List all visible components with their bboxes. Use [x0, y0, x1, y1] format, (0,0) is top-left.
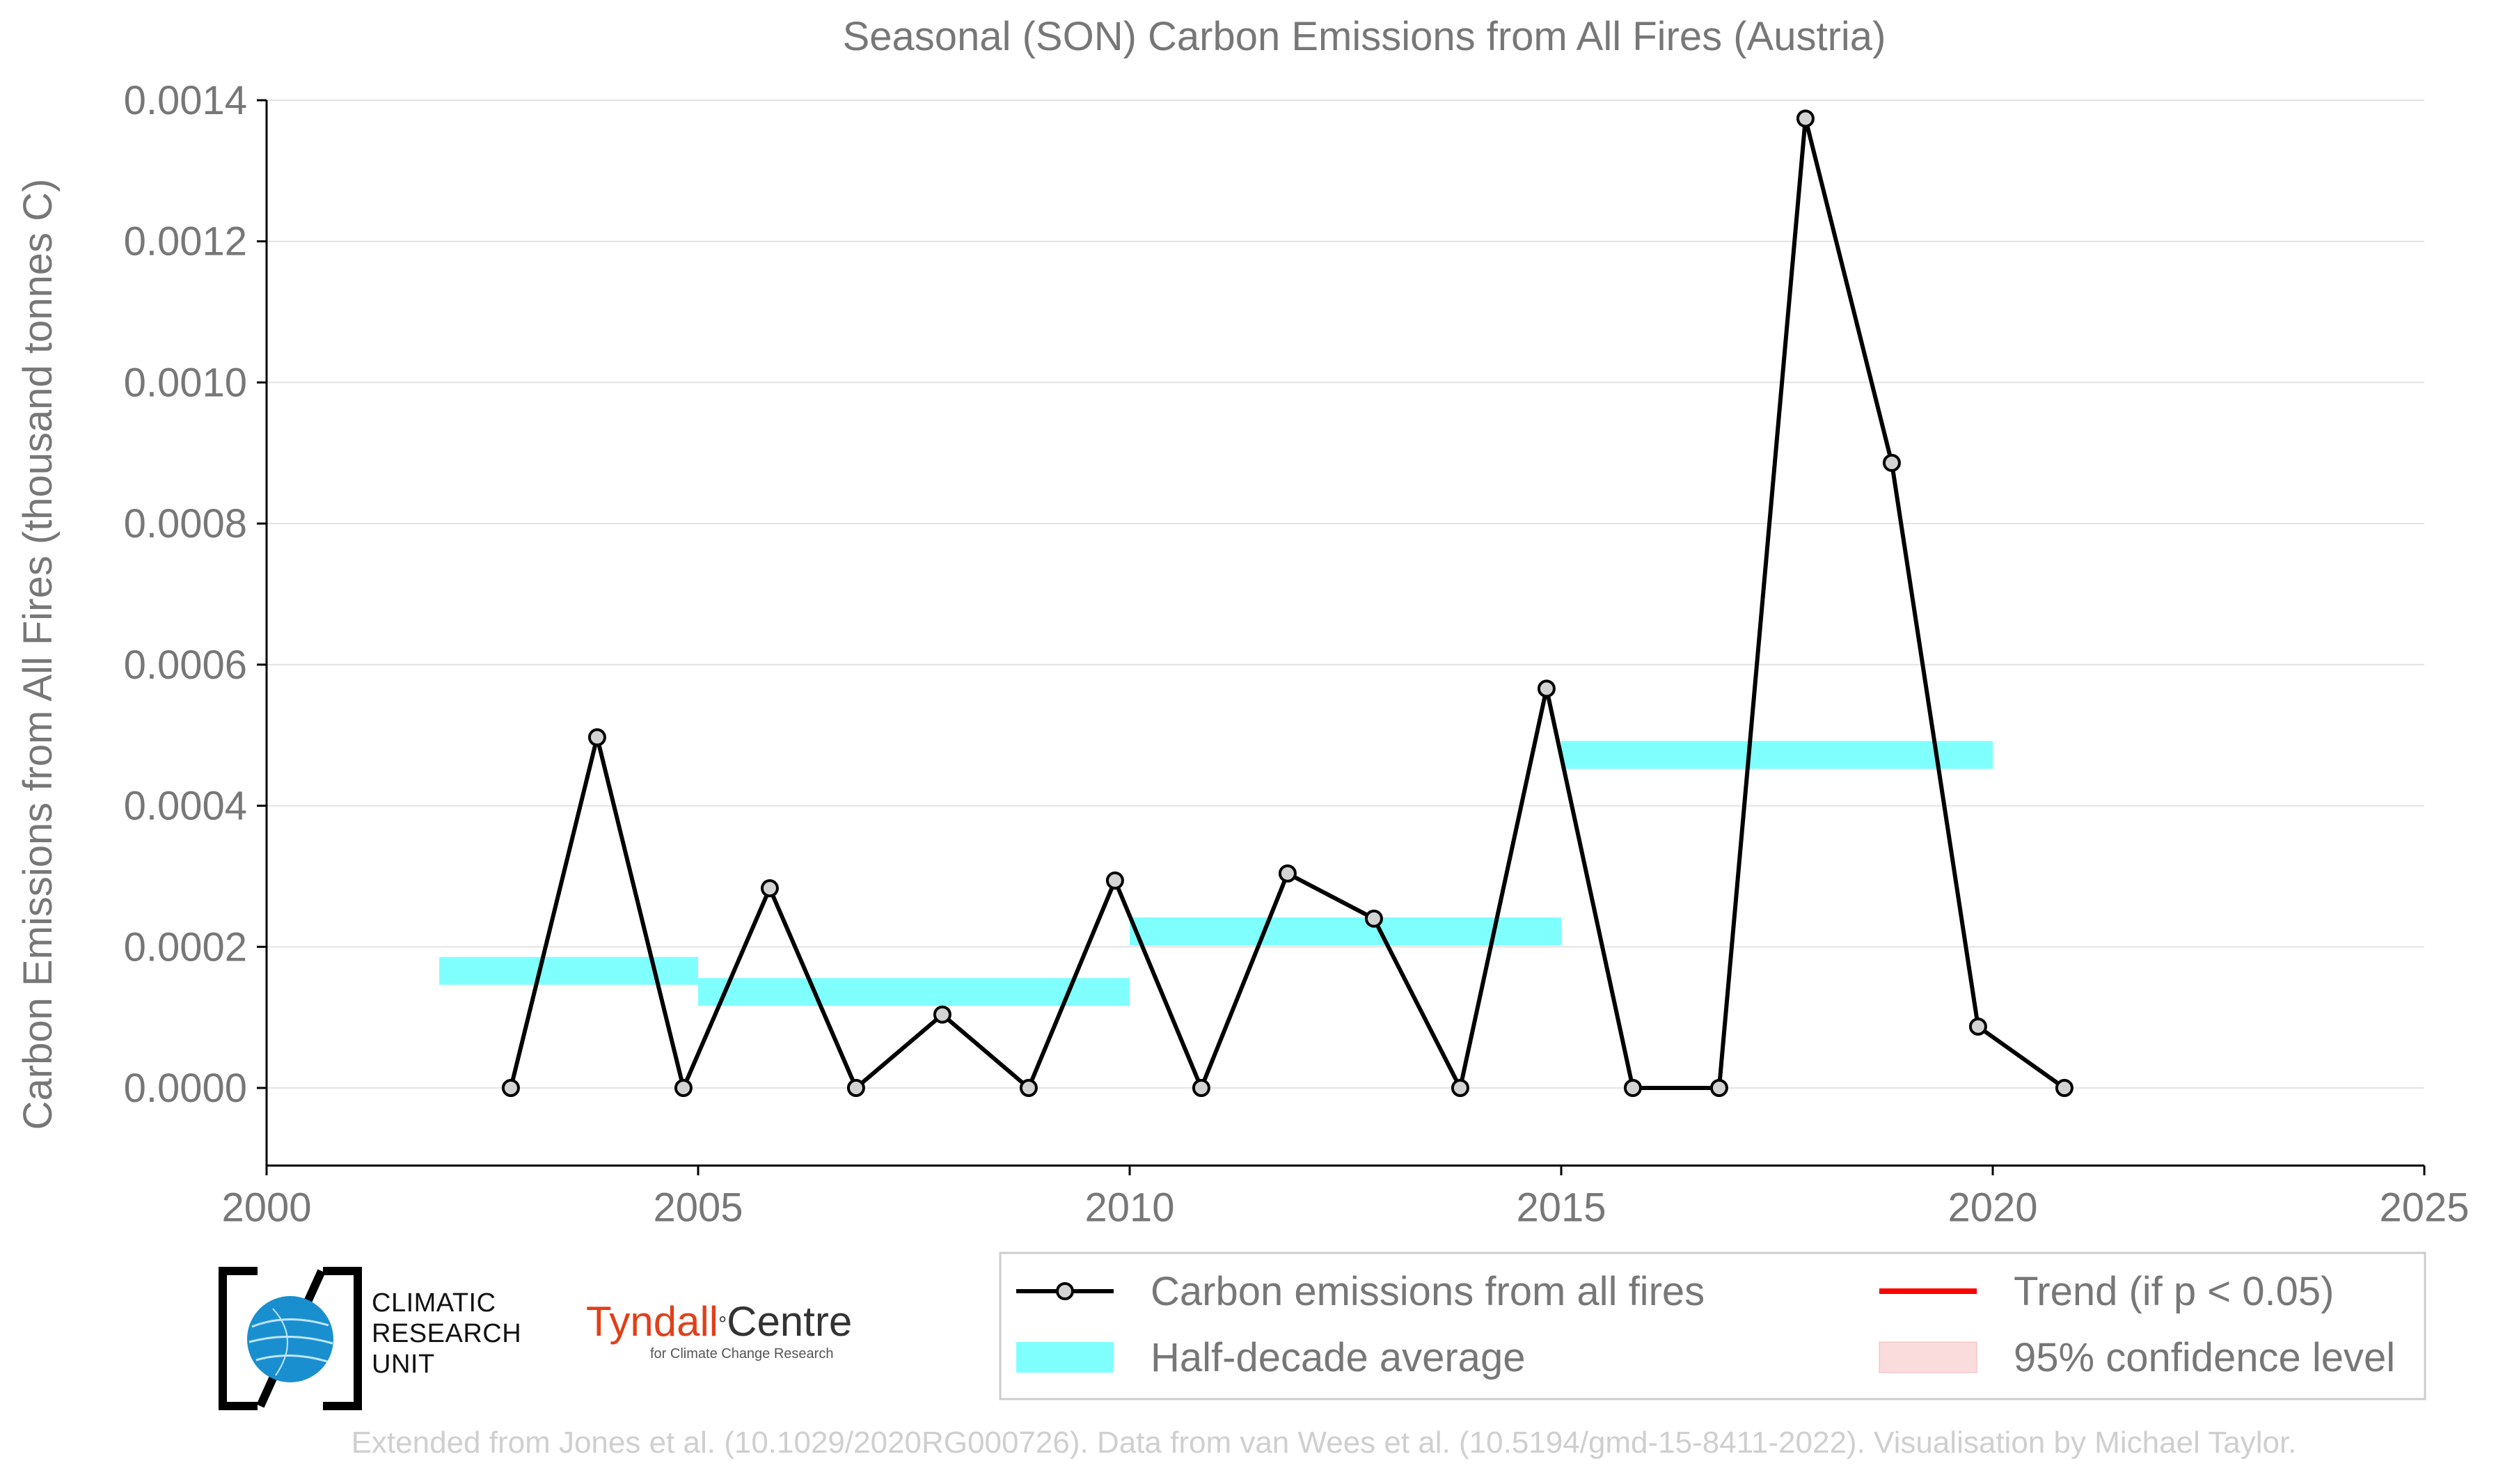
data-point-10	[1364, 909, 1383, 928]
legend-swatch-2	[1016, 1342, 1114, 1373]
data-point-15	[1796, 109, 1815, 128]
credit-line: Extended from Jones et al. (10.1029/2020…	[351, 1426, 2297, 1460]
cru-logo-text: CLIMATIC RESEARCH UNIT	[372, 1288, 521, 1380]
y-tick-label-2: 0.0004	[124, 784, 247, 829]
y-tick-label-6: 0.0012	[124, 219, 247, 265]
data-point-3	[760, 879, 779, 898]
data-point-8	[1192, 1079, 1210, 1097]
tyndall-degree: °	[718, 1313, 727, 1336]
y-tick-label-7: 0.0014	[124, 78, 247, 123]
tyndall-subtitle: for Climate Change Research	[650, 1346, 834, 1361]
data-point-13	[1623, 1079, 1642, 1097]
legend-label-3: 95% confidence level	[2014, 1335, 2395, 1380]
x-tick-label-4: 2020	[1948, 1185, 2037, 1230]
axes	[257, 99, 2426, 1176]
legend-label-0: Carbon emissions from all fires	[1151, 1269, 1705, 1314]
legend-swatch-3	[1879, 1341, 1977, 1373]
half-decade-bar-1	[698, 978, 1130, 1007]
x-tick-label-5: 2025	[2379, 1185, 2469, 1230]
half-decade-bar-0	[439, 956, 698, 985]
legend-box	[999, 1252, 2426, 1400]
legend: Carbon emissions from all fires Trend (if…	[999, 1252, 2426, 1400]
y-tick-label-0: 0.0000	[124, 1066, 247, 1111]
tyndall-name-b: Centre	[727, 1298, 853, 1345]
y-tick-label-1: 0.0002	[124, 924, 247, 970]
data-point-17	[1968, 1017, 1987, 1036]
data-point-9	[1278, 864, 1297, 883]
data-point-12	[1537, 679, 1556, 698]
data-point-11	[1451, 1079, 1469, 1097]
y-tick-label-5: 0.0010	[124, 360, 247, 405]
y-tick-label-3: 0.0006	[124, 642, 247, 688]
tick-labels: 0.0000 0.0002 0.0004 0.0006 0.0008 0.0010 0.00…	[124, 78, 2470, 1230]
data-point-6	[1019, 1079, 1038, 1097]
half-decade-bar-2	[1130, 917, 1561, 945]
data-point-2	[674, 1079, 693, 1097]
cru-globe-icon	[219, 1267, 362, 1410]
gridlines	[267, 100, 2424, 1089]
x-tick-label-2: 2010	[1084, 1185, 1174, 1230]
data-point-16	[1882, 453, 1901, 472]
emissions-series	[501, 109, 2074, 1097]
legend-label-1: Trend (if p < 0.05)	[2014, 1269, 2334, 1314]
chart-title: Seasonal (SON) Carbon Emissions from All…	[843, 14, 1886, 59]
data-point-5	[933, 1005, 951, 1024]
data-point-14	[1709, 1079, 1728, 1097]
half-decade-bar-3	[1561, 741, 1993, 769]
y-tick-label-4: 0.0008	[124, 501, 247, 546]
tyndall-logo: Tyndall°Centre for Climate Change Resear…	[586, 1299, 878, 1375]
data-point-1	[587, 728, 606, 747]
data-point-18	[2055, 1079, 2074, 1097]
cru-logo: CLIMATIC RESEARCH UNIT	[217, 1267, 544, 1413]
data-point-4	[846, 1079, 865, 1097]
data-point-7	[1105, 871, 1124, 890]
half-decade-bars	[439, 741, 1993, 1007]
x-tick-label-0: 2000	[221, 1185, 311, 1230]
x-tick-label-3: 2015	[1516, 1185, 1606, 1230]
cru-line-1: CLIMATIC	[372, 1288, 496, 1318]
y-axis-label: Carbon Emissions from All Fires (thousan…	[15, 179, 61, 1130]
cru-line-3: UNIT	[372, 1350, 435, 1379]
tyndall-name-a: Tyndall	[586, 1298, 719, 1345]
legend-label-2: Half-decade average	[1151, 1335, 1525, 1380]
x-tick-label-1: 2005	[653, 1185, 743, 1230]
legend-marker-0	[1056, 1282, 1074, 1300]
cru-line-2: RESEARCH	[372, 1319, 522, 1348]
data-point-0	[501, 1079, 520, 1097]
